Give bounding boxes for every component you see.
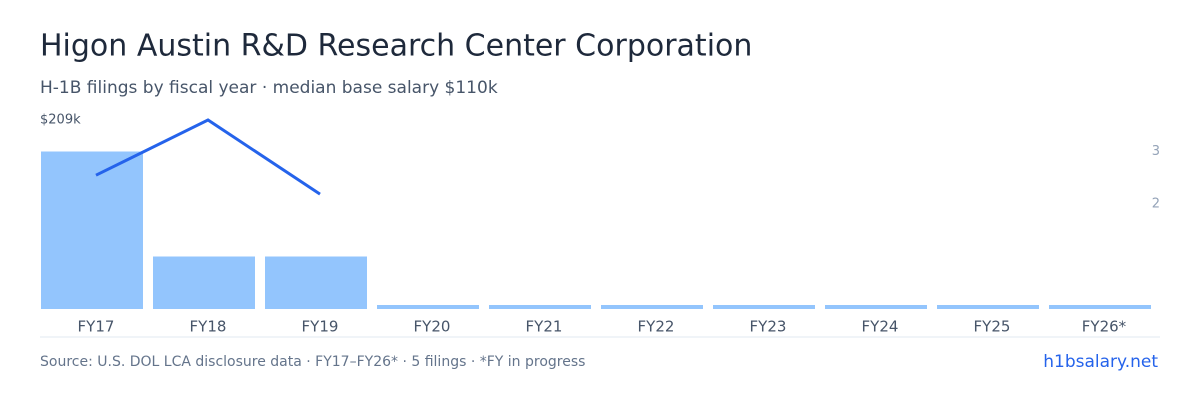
line bbox=[95, 118, 321, 196]
x-tick-label: FY18 bbox=[190, 318, 227, 336]
y-tick-label: $209k bbox=[40, 113, 81, 128]
chart-title: Higon Austin R&D Research Center Corpora… bbox=[40, 29, 752, 64]
bar bbox=[1049, 305, 1151, 309]
bar bbox=[41, 151, 143, 309]
x-tick-label: FY20 bbox=[414, 318, 451, 336]
x-tick-label: FY21 bbox=[526, 318, 563, 336]
bar bbox=[153, 256, 255, 309]
x-tick-label: FY17 bbox=[78, 318, 115, 336]
x-tick-label: FY24 bbox=[862, 318, 899, 336]
y2-tick-label: 3 bbox=[1152, 144, 1160, 159]
x-tick-label: FY22 bbox=[638, 318, 675, 336]
x-tick-label: FY23 bbox=[750, 318, 787, 336]
bar bbox=[937, 305, 1039, 309]
x-tick-label: FY25 bbox=[974, 318, 1011, 336]
x-tick-label: FY26* bbox=[1082, 318, 1127, 336]
brand-link[interactable]: h1bsalary.net bbox=[1043, 352, 1158, 372]
bar bbox=[489, 305, 591, 309]
bar bbox=[825, 305, 927, 309]
chart-subtitle: H-1B filings by fiscal year · median bas… bbox=[40, 78, 498, 98]
bar bbox=[713, 305, 815, 309]
x-tick-label: FY19 bbox=[302, 318, 339, 336]
bar bbox=[377, 305, 479, 309]
y2-tick-label: 2 bbox=[1152, 197, 1160, 212]
bar bbox=[265, 256, 367, 309]
bar bbox=[601, 305, 703, 309]
footer: Source: U.S. DOL LCA disclosure data · F… bbox=[40, 354, 585, 370]
